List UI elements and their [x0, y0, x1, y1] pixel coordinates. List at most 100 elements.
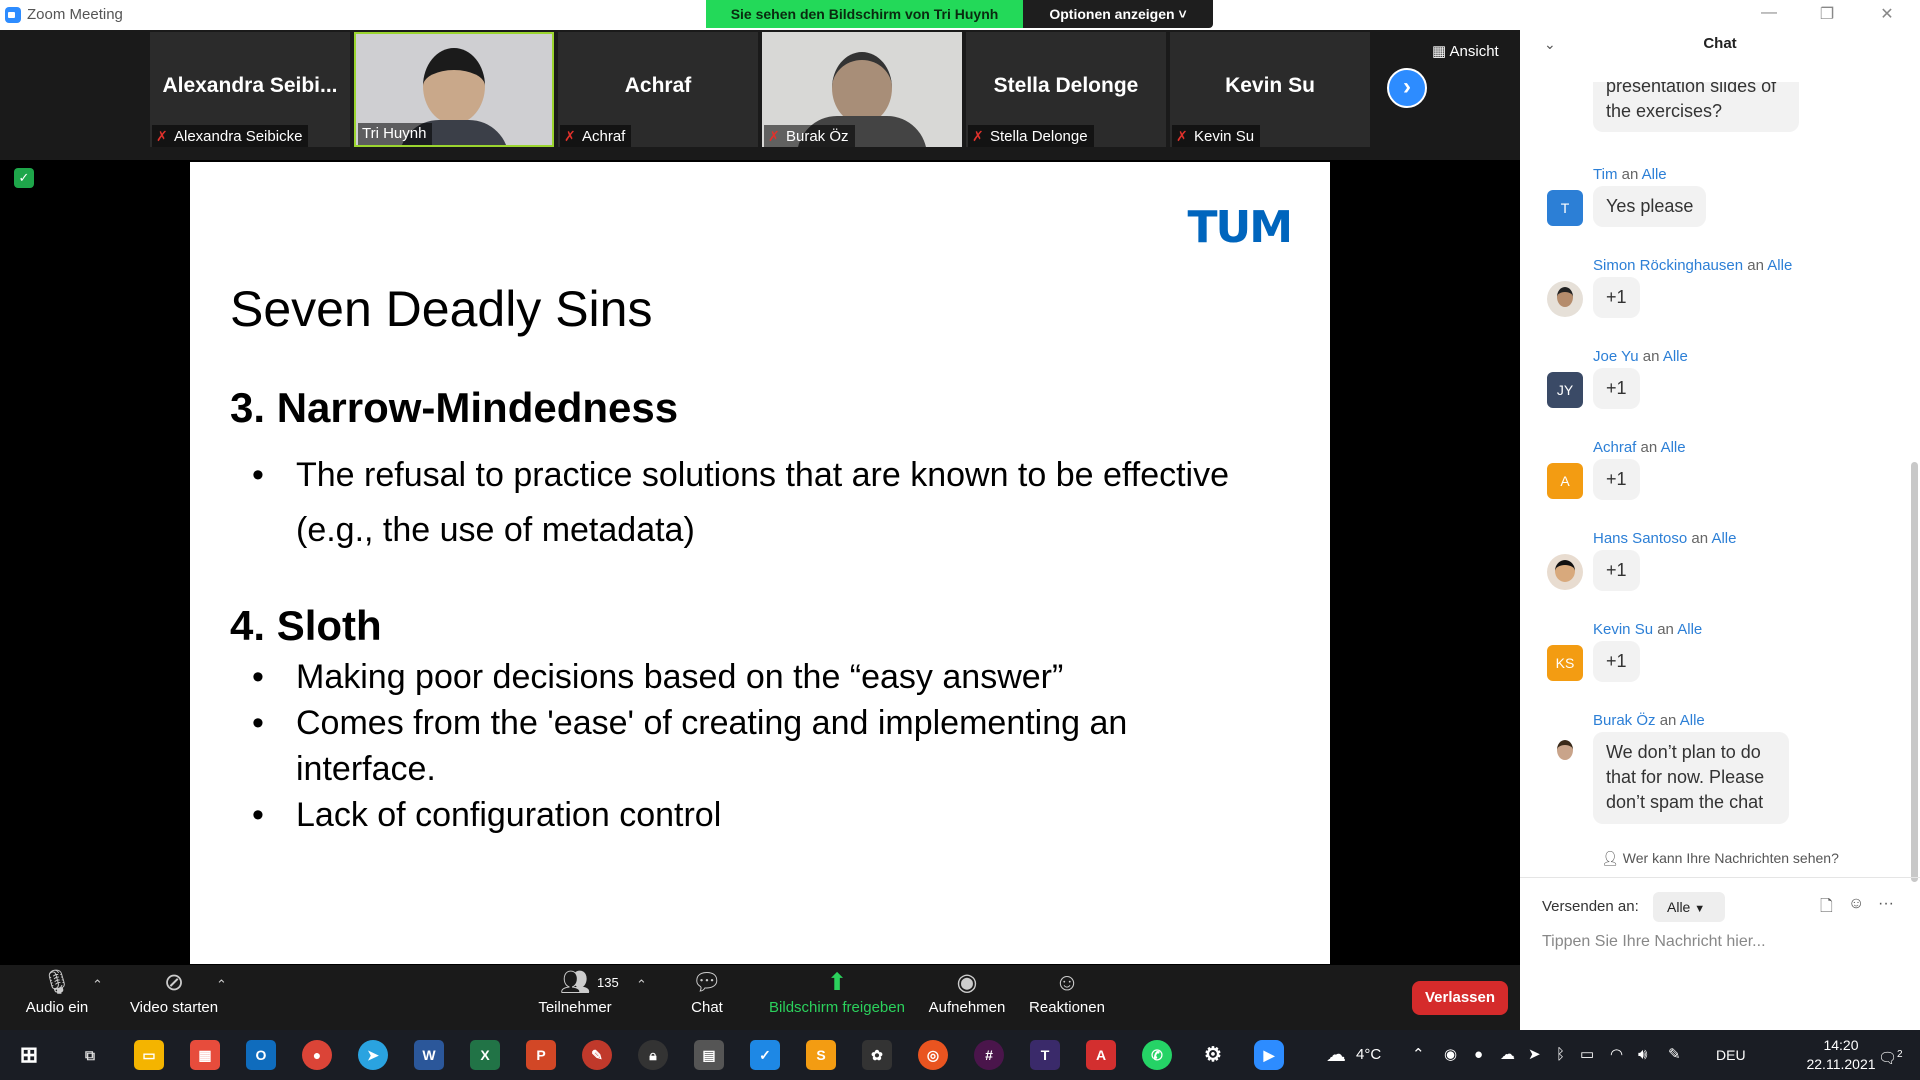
- battery-icon[interactable]: ▭: [1580, 1046, 1595, 1063]
- message-sender: Simon Röckinghausen an Alle: [1593, 257, 1793, 274]
- todo-icon[interactable]: ✓: [750, 1040, 780, 1070]
- view-options-button[interactable]: Optionen anzeigen ˅: [1023, 0, 1213, 28]
- audio-button[interactable]: 🎙︎ Audio ein: [22, 965, 92, 1030]
- powerpoint-icon[interactable]: P: [526, 1040, 556, 1070]
- lock-app-icon[interactable]: 🔒︎: [638, 1040, 668, 1070]
- chat-title: Chat: [1703, 35, 1737, 52]
- participant-tile[interactable]: ✗ Burak Öz: [762, 32, 962, 147]
- record-button[interactable]: ◉ Aufnehmen: [926, 965, 1008, 1030]
- encryption-shield-icon[interactable]: ✓: [14, 168, 34, 188]
- windows-taskbar: ⊞ ⧉ ▭ ▦ O ● ➤ W X P ✎ 🔒︎ ▤ ✓ S ✿ ◎ # T A…: [0, 1030, 1920, 1080]
- store-icon[interactable]: ▦: [190, 1040, 220, 1070]
- outlook-icon[interactable]: O: [246, 1040, 276, 1070]
- next-page-arrow-icon[interactable]: ›: [1387, 68, 1427, 108]
- participant-tile-active-speaker[interactable]: Tri Huynh: [354, 32, 554, 147]
- discord-tray-icon[interactable]: ◉: [1444, 1046, 1458, 1063]
- word-icon[interactable]: W: [414, 1040, 444, 1070]
- input-language[interactable]: DEU: [1716, 1047, 1746, 1063]
- participant-tile[interactable]: Kevin Su ✗ Kevin Su: [1170, 32, 1370, 147]
- participant-big-name: Kevin Su: [1225, 74, 1315, 97]
- message-sender: Achraf an Alle: [1593, 439, 1686, 456]
- more-options-icon[interactable]: ···: [1878, 895, 1894, 912]
- participant-big-name: Stella Delonge: [993, 74, 1139, 97]
- bullet-item: Lack of configuration control: [230, 792, 1250, 838]
- slack-icon[interactable]: #: [974, 1040, 1004, 1070]
- calculator-icon[interactable]: ▤: [694, 1040, 724, 1070]
- ubuntu-icon[interactable]: ◎: [918, 1040, 948, 1070]
- whatsapp-icon[interactable]: ✆: [1142, 1040, 1172, 1070]
- view-button[interactable]: ▦ Ansicht: [1432, 43, 1499, 60]
- acrobat-icon[interactable]: A: [1086, 1040, 1116, 1070]
- message-sender: Tim an Alle: [1593, 166, 1667, 183]
- avatar: [1547, 281, 1583, 317]
- settings-gear-icon[interactable]: ⚙: [1204, 1044, 1222, 1066]
- tray-overflow-chevron-icon[interactable]: ⌃: [1412, 1046, 1425, 1063]
- share-screen-button[interactable]: ⬆ Bildschirm freigeben: [764, 965, 910, 1030]
- onedrive-icon[interactable]: ☁: [1500, 1046, 1515, 1063]
- weather-temperature[interactable]: 4°C: [1356, 1046, 1382, 1063]
- windows-start-icon[interactable]: ⊞: [19, 1042, 39, 1067]
- message-bubble: presentation slides of the exercises?: [1593, 82, 1799, 133]
- avatar: [1547, 736, 1583, 772]
- record-icon: ◉: [956, 969, 978, 996]
- chrome-icon[interactable]: ●: [302, 1040, 332, 1070]
- reactions-smiley-icon: ☺: [1054, 969, 1080, 996]
- avatar: KS: [1547, 645, 1583, 681]
- zoom-taskbar-icon[interactable]: ▶: [1254, 1040, 1284, 1070]
- chrome-tray-icon[interactable]: ●: [1474, 1046, 1484, 1063]
- bluetooth-icon[interactable]: ᛒ: [1556, 1046, 1566, 1063]
- notification-center-icon[interactable]: 🗨︎2: [1878, 1049, 1903, 1067]
- task-view-icon[interactable]: ⧉: [85, 1047, 95, 1063]
- sublime-text-icon[interactable]: S: [806, 1040, 836, 1070]
- reactions-button[interactable]: ☺ Reaktionen: [1026, 965, 1108, 1030]
- person-icon: 👤︎: [1601, 850, 1623, 866]
- volume-icon[interactable]: 🔊︎: [1638, 1046, 1648, 1063]
- clock-time: 14:20: [1823, 1037, 1859, 1053]
- video-options-caret-icon[interactable]: ⌃: [216, 977, 227, 992]
- bullet-item: The refusal to practice solutions that a…: [230, 448, 1250, 558]
- chat-message-list[interactable]: presentation slides of the exercises? Ti…: [1520, 82, 1900, 872]
- emoji-icon[interactable]: ☺: [1848, 895, 1865, 912]
- minimize-button[interactable]: —: [1761, 4, 1777, 21]
- participant-video-face: [423, 48, 485, 124]
- video-button[interactable]: ⊘ Video starten: [126, 965, 222, 1030]
- texmaker-icon[interactable]: T: [1030, 1040, 1060, 1070]
- leave-meeting-button[interactable]: Verlassen: [1412, 981, 1508, 1015]
- participants-icon: 👥︎: [559, 969, 591, 996]
- bullet-list: Making poor decisions based on the “easy…: [230, 654, 1250, 838]
- participant-tile[interactable]: Alexandra Seibi... ✗ Alexandra Seibicke: [150, 32, 350, 147]
- system-clock[interactable]: 14:20 22.11.2021: [1806, 1036, 1876, 1074]
- mic-muted-icon: ✗: [156, 128, 168, 144]
- participants-button[interactable]: 👥︎ Teilnehmer: [534, 965, 616, 1030]
- restore-button[interactable]: ❐: [1819, 6, 1835, 23]
- message-bubble: Yes please: [1593, 186, 1707, 228]
- chevron-down-icon[interactable]: ⌄: [1544, 36, 1556, 52]
- participant-tile[interactable]: Achraf ✗ Achraf: [558, 32, 758, 147]
- recipient-select[interactable]: Alle ▼: [1653, 892, 1725, 922]
- weather-cloud-icon[interactable]: ☁: [1326, 1044, 1346, 1066]
- participants-options-caret-icon[interactable]: ⌃: [636, 977, 647, 992]
- file-explorer-icon[interactable]: ▭: [134, 1040, 164, 1070]
- notification-count: 2: [1897, 1049, 1903, 1060]
- message-bubble: +1: [1593, 550, 1640, 592]
- chat-scrollbar[interactable]: [1911, 462, 1918, 882]
- who-can-see-link[interactable]: 👤︎ Wer kann Ihre Nachrichten sehen?: [1601, 850, 1839, 866]
- chat-message-input[interactable]: [1542, 933, 1902, 951]
- tools-icon[interactable]: ✿: [862, 1040, 892, 1070]
- excel-icon[interactable]: X: [470, 1040, 500, 1070]
- audio-options-caret-icon[interactable]: ⌃: [92, 977, 103, 992]
- wifi-icon[interactable]: ◠: [1610, 1046, 1624, 1063]
- participant-tile[interactable]: Stella Delonge ✗ Stella Delonge: [966, 32, 1166, 147]
- avatar: [1547, 554, 1583, 590]
- participant-count: 135: [597, 975, 619, 990]
- telegram-tray-icon[interactable]: ➤: [1528, 1046, 1541, 1063]
- bullet-item: Comes from the 'ease' of creating and im…: [230, 700, 1250, 792]
- file-icon[interactable]: 🗋: [1820, 898, 1833, 915]
- paint-icon[interactable]: ✎: [582, 1040, 612, 1070]
- telegram-icon[interactable]: ➤: [358, 1040, 388, 1070]
- chat-button[interactable]: 💬︎ Chat: [686, 965, 728, 1030]
- close-button[interactable]: ✕: [1880, 6, 1894, 23]
- message-sender: Joe Yu an Alle: [1593, 348, 1688, 365]
- pen-icon[interactable]: ✎: [1668, 1046, 1681, 1063]
- section-heading: 4. Sloth: [230, 602, 382, 649]
